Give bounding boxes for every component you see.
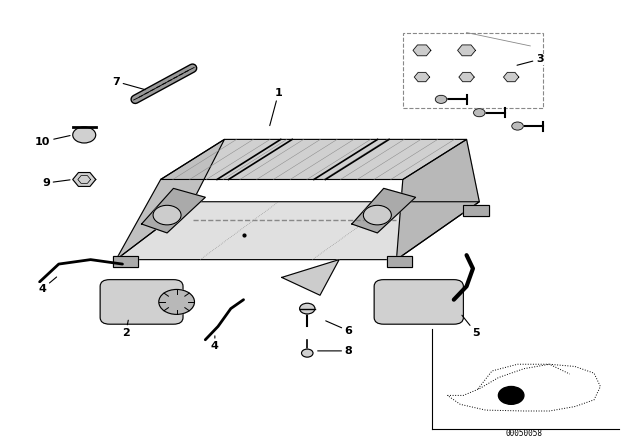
Polygon shape [459,73,474,82]
Bar [463,205,489,216]
Text: 6: 6 [326,321,353,336]
Polygon shape [413,45,431,56]
Polygon shape [414,73,429,82]
Circle shape [300,303,315,314]
Circle shape [364,205,392,225]
Polygon shape [141,188,205,233]
Circle shape [512,122,524,130]
Circle shape [153,205,181,225]
Polygon shape [352,188,415,233]
Polygon shape [73,172,96,186]
Text: 8: 8 [317,346,353,356]
Circle shape [159,289,195,314]
Text: 3: 3 [517,54,543,65]
Circle shape [474,109,485,116]
Polygon shape [396,139,479,260]
Polygon shape [116,139,225,260]
Text: 10: 10 [35,136,70,146]
Bar [113,256,138,267]
Text: 4: 4 [211,336,219,351]
Polygon shape [116,202,479,260]
Polygon shape [161,139,467,180]
Polygon shape [458,45,476,56]
Circle shape [435,95,447,103]
FancyBboxPatch shape [100,280,183,324]
Text: 9: 9 [42,178,70,188]
Circle shape [499,387,524,404]
Text: 4: 4 [39,277,56,293]
Bar [463,205,489,216]
Text: 00050058: 00050058 [506,429,543,438]
FancyBboxPatch shape [374,280,463,324]
Circle shape [301,349,313,357]
Circle shape [73,127,96,143]
Bar [387,256,412,267]
Bar [387,256,412,267]
Text: 7: 7 [112,77,145,90]
Bar [113,256,138,267]
Polygon shape [282,260,339,295]
Text: 2: 2 [122,320,129,338]
Polygon shape [504,73,519,82]
Text: 1: 1 [269,88,282,125]
Text: 5: 5 [462,315,480,338]
